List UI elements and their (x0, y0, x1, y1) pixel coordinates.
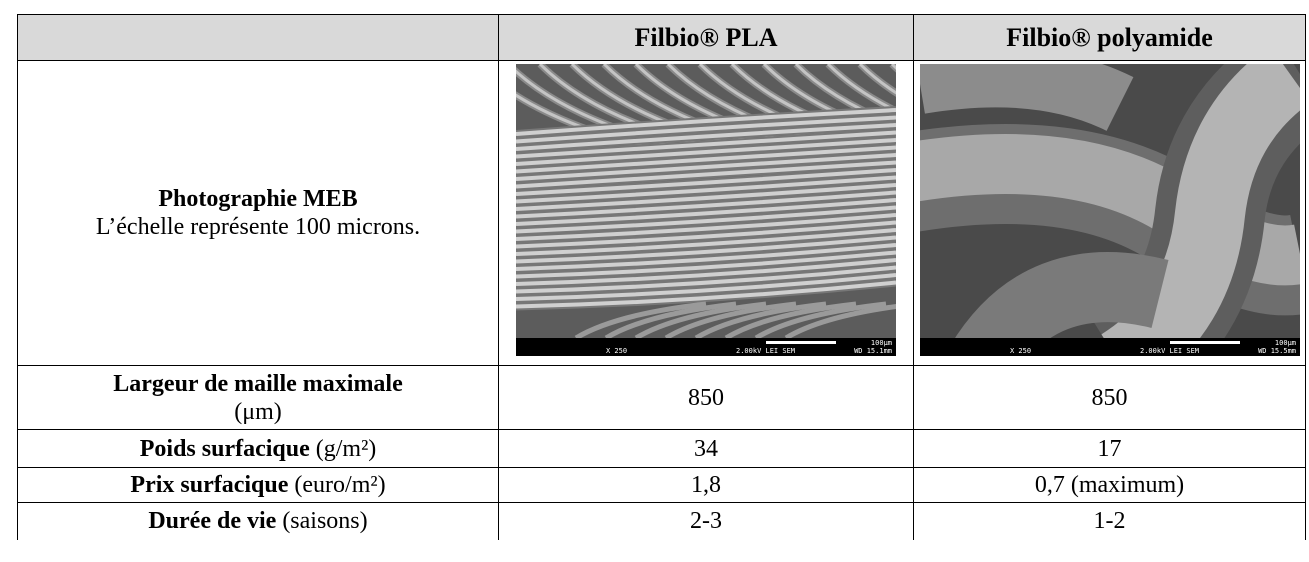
fiber (515, 257, 897, 286)
info-bar (920, 337, 1300, 356)
row-label: Poids surfacique (g/m²) (17, 429, 499, 468)
fiber (515, 182, 897, 211)
fiber (515, 160, 897, 188)
fiber (515, 220, 897, 248)
sem-image: 100µm X 250 2.00kV LEI SEM WD 15.5mm (891, 26, 1309, 411)
working-distance: WD 15.5mm (1258, 347, 1296, 355)
fiber (724, 301, 857, 340)
scale-bar (1170, 340, 1240, 344)
magnification: X 250 (1010, 347, 1031, 355)
fiber (634, 301, 767, 340)
fiber (664, 301, 797, 340)
fiber (915, 46, 1134, 131)
fiber (515, 122, 897, 151)
row-unit: (saisons) (282, 508, 368, 535)
photo-row: Photographie MEB L’échelle représente 10… (17, 26, 1309, 411)
header-row: Filbio® PLA Filbio® polyamide (17, 14, 1306, 61)
fiber (515, 197, 897, 226)
magnification: X 250 (606, 347, 627, 355)
fiber (515, 250, 897, 278)
photo-label: Photographie MEB (158, 186, 358, 212)
value-cell: 0,7 (maximum) (913, 467, 1306, 503)
photo-cell: 100µm X 250 2.00kV LEI SEM WD 15.1mm (473, 60, 1093, 366)
photo-cell: 100µm X 250 2.00kV LEI SEM WD 15.5mm (891, 26, 1309, 411)
row-label-text: Poids surfacique (139, 435, 310, 462)
value-cell: 1,8 (498, 467, 914, 503)
column-header: Filbio® PLA (498, 14, 914, 61)
fiber (694, 301, 827, 340)
fiber (515, 175, 897, 203)
data-row: Poids surfacique (g/m²) 34 17 (17, 429, 1306, 468)
row-label: Largeur de maille maximale (μm) (17, 365, 499, 430)
scale-label: 100µm (1275, 339, 1296, 347)
fiber (515, 130, 897, 158)
column-header: Filbio® polyamide (913, 14, 1306, 61)
fiber (515, 235, 897, 263)
header-corner (17, 14, 499, 61)
fiber (515, 205, 897, 233)
fiber (515, 212, 897, 241)
fiber (515, 280, 897, 308)
fiber (515, 152, 897, 181)
row-unit: (μm) (234, 398, 282, 425)
fiber (515, 265, 897, 293)
value-cell: 850 (913, 365, 1306, 430)
row-unit: (euro/m²) (294, 472, 386, 498)
fiber (515, 167, 897, 196)
value-cell: 34 (498, 429, 914, 468)
row-label-text: Largeur de maille maximale (113, 370, 403, 397)
fiber (515, 145, 897, 173)
value-cell: 2-3 (498, 502, 914, 540)
sem-settings: 2.00kV LEI SEM (736, 347, 795, 355)
row-label: Prix surfacique (euro/m²) (17, 467, 499, 503)
data-row: Durée de vie (saisons) 2-3 1-2 (17, 502, 1306, 540)
value-cell: 1-2 (913, 502, 1306, 540)
row-label: Photographie MEB L’échelle représente 10… (17, 60, 499, 366)
row-unit: (g/m²) (315, 435, 377, 462)
fiber (515, 115, 897, 143)
sem-image: 100µm X 250 2.00kV LEI SEM WD 15.1mm (473, 61, 1093, 356)
row-label-text: Durée de vie (148, 508, 277, 535)
row-label: Durée de vie (saisons) (17, 502, 499, 540)
fiber (515, 242, 897, 271)
fiber (604, 301, 737, 340)
row-label-text: Prix surfacique (130, 472, 289, 498)
data-row: Prix surfacique (euro/m²) 1,8 0,7 (maximum… (17, 467, 1306, 503)
value-cell: 17 (913, 429, 1306, 468)
working-distance: WD 15.1mm (854, 347, 892, 355)
fiber (515, 190, 897, 218)
sem-settings: 2.00kV LEI SEM (1140, 347, 1199, 355)
scale-label: 100µm (871, 339, 892, 347)
fiber (515, 227, 897, 256)
fiber (515, 137, 897, 166)
info-bar (516, 337, 896, 356)
fiber (574, 301, 707, 340)
fiber (515, 107, 897, 136)
fiber (1100, 45, 1309, 394)
data-row: Largeur de maille maximale (μm) 850 850 (17, 365, 1306, 430)
comparison-table: Filbio® PLA Filbio® polyamide Photograph… (17, 14, 1309, 540)
value-cell: 850 (498, 365, 914, 430)
fiber (515, 272, 897, 301)
photo-note: L’échelle représente 100 microns. (95, 214, 421, 240)
fiber (754, 301, 887, 340)
scale-bar (766, 340, 836, 344)
